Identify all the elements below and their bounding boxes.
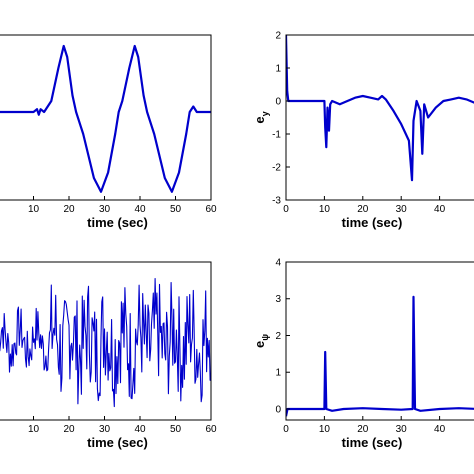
chart-panel-3: 10 20 30 40 50 60 time (sec)	[0, 261, 217, 450]
x-tick-label: 60	[205, 204, 217, 215]
x-tick-label: 40	[134, 204, 146, 215]
y-axis-label: eψ	[252, 334, 270, 348]
x-axis-label: time (sec)	[87, 215, 148, 230]
y-tick-label: 0	[275, 404, 281, 415]
x-tick-label: 20	[357, 424, 369, 435]
plot-frame	[0, 34, 212, 201]
y-tick-label: -3	[272, 196, 281, 207]
y-tick-label: -2	[272, 163, 281, 174]
y-tick-label: 0	[275, 97, 281, 108]
x-axis-label: time (sec)	[342, 215, 403, 230]
series-line	[286, 295, 474, 417]
y-tick-label: 4	[275, 258, 281, 269]
x-tick-label: 20	[63, 424, 75, 435]
y-tick-label: 2	[275, 31, 281, 42]
y-tick-label: -1	[272, 130, 281, 141]
x-tick-label: 10	[319, 204, 331, 215]
x-tick-label: 30	[396, 424, 408, 435]
x-tick-label: 10	[319, 424, 331, 435]
x-tick-label: 60	[205, 424, 217, 435]
series-line	[0, 44, 211, 193]
x-tick-label: 10	[28, 424, 40, 435]
x-axis-label: time (sec)	[342, 435, 403, 450]
series-line	[0, 277, 211, 408]
y-axis-label: ey	[252, 111, 270, 123]
plot-frame	[285, 34, 474, 201]
plot-frame	[285, 261, 474, 421]
x-tick-label: 40	[134, 424, 146, 435]
x-tick-label: 30	[99, 424, 111, 435]
series-line	[286, 35, 474, 182]
y-tick-label: 1	[275, 368, 281, 379]
x-tick-label: 0	[283, 424, 289, 435]
y-tick-label: 1	[275, 64, 281, 75]
y-tick-label: 3	[275, 294, 281, 305]
x-tick-label: 10	[28, 204, 40, 215]
x-tick-label: 40	[434, 204, 446, 215]
chart-panel-1: 10 20 30 40 50 60 time (sec)	[0, 34, 217, 230]
x-tick-label: 50	[170, 204, 182, 215]
x-tick-label: 20	[357, 204, 369, 215]
x-tick-label: 30	[99, 204, 111, 215]
x-tick-label: 0	[283, 204, 289, 215]
x-tick-label: 20	[63, 204, 75, 215]
x-tick-label: 50	[170, 424, 182, 435]
y-tick-label: 2	[275, 331, 281, 342]
x-tick-label: 40	[434, 424, 446, 435]
x-tick-label: 30	[396, 204, 408, 215]
x-axis-label: time (sec)	[87, 435, 148, 450]
